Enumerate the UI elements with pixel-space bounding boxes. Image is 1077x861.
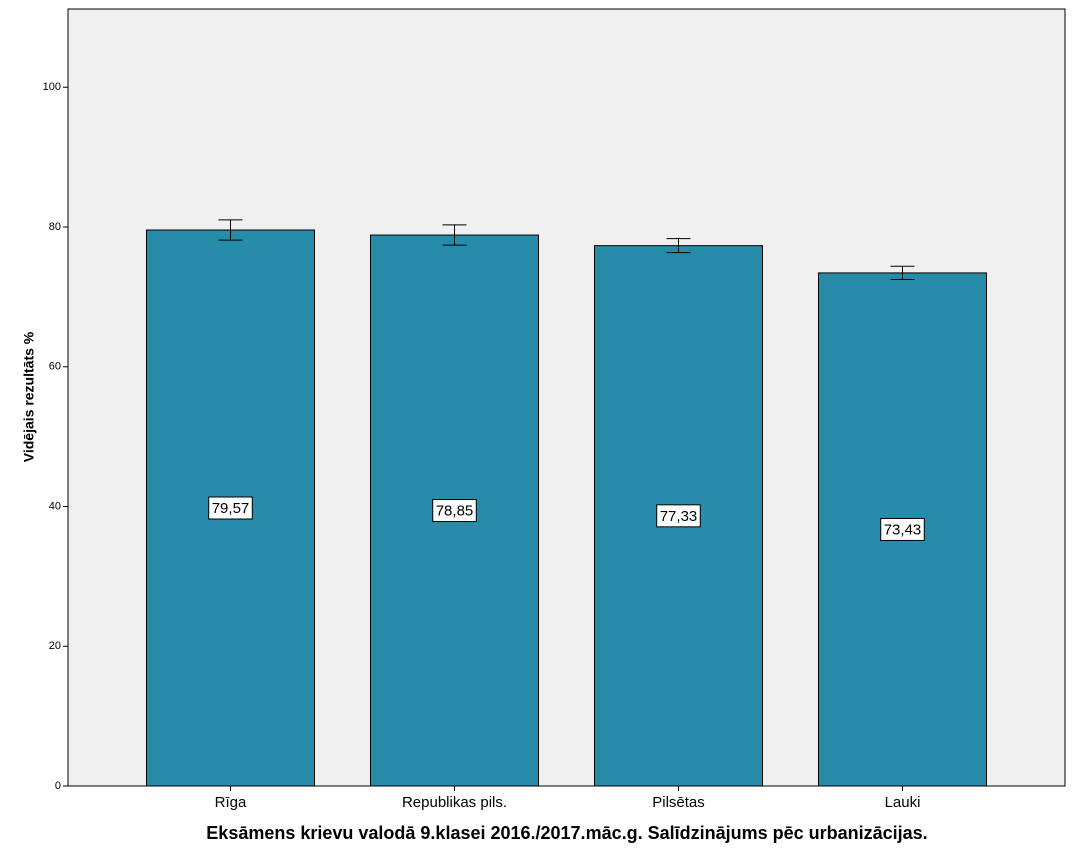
y-tick-label: 0 (55, 780, 61, 792)
x-tick-label: Pilsētas (652, 794, 705, 811)
y-tick-label: 80 (49, 221, 61, 233)
value-label: 78,85 (436, 502, 474, 519)
y-tick-label: 40 (49, 500, 61, 512)
y-tick-label: 20 (49, 640, 61, 652)
value-label: 79,57 (212, 500, 250, 517)
value-label-box (880, 517, 925, 541)
x-tick-label: Rīga (215, 794, 247, 811)
value-label-box (208, 496, 253, 520)
x-axis-title: Eksāmens krievu valodā 9.klasei 2016./20… (206, 823, 927, 843)
y-axis-title: Vidējais rezultāts % (21, 331, 37, 462)
x-tick-label: Republikas pils. (402, 794, 507, 811)
x-tick-label: Lauki (885, 794, 921, 811)
value-label: 73,43 (884, 521, 922, 538)
value-label: 77,33 (660, 508, 698, 525)
y-tick-label: 100 (43, 81, 61, 93)
y-tick-label: 60 (49, 361, 61, 373)
value-label-box (656, 504, 701, 528)
value-label-box (432, 499, 477, 523)
